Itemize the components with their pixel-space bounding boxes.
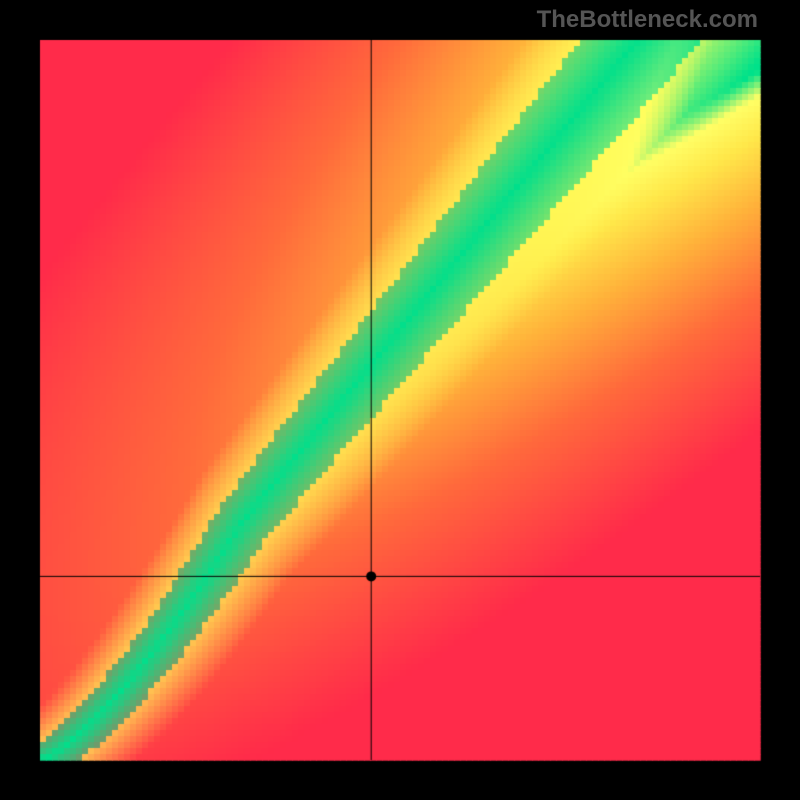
bottleneck-heatmap [0, 0, 800, 800]
watermark-text: TheBottleneck.com [537, 6, 758, 34]
chart-container: TheBottleneck.com [0, 0, 800, 800]
